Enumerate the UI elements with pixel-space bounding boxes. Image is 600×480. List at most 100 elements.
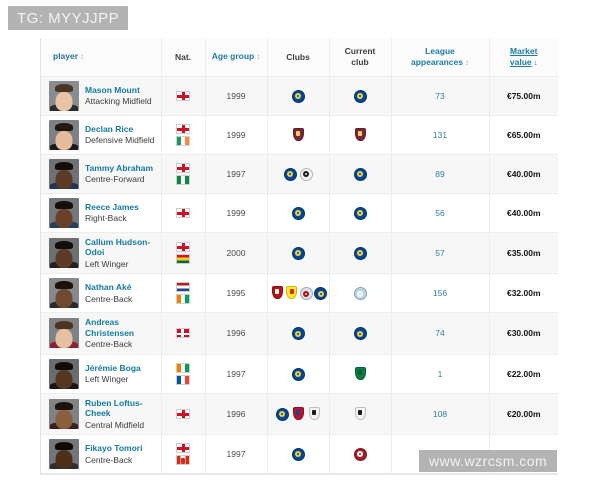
- club-crest-chelsea[interactable]: [353, 326, 367, 341]
- cell-current-club: [329, 232, 392, 275]
- cell-league-appearances[interactable]: 89: [391, 154, 490, 194]
- table-row[interactable]: Declan Rice Defensive Midfield 1999 131 €65.…: [41, 115, 558, 155]
- player-name-link[interactable]: Declan Rice: [85, 123, 134, 134]
- club-crest-swansea-city[interactable]: [299, 167, 313, 181]
- club-crest-ac-milan[interactable]: [353, 447, 367, 461]
- cell-nationality: [161, 154, 206, 194]
- club-crest-us-sassuolo[interactable]: [354, 366, 367, 381]
- player-table-container: player ↕ Nat. Age group ↕ Clubs Current cl…: [40, 38, 558, 475]
- club-crest-manchester-city[interactable]: [353, 286, 367, 301]
- cell-market-value: €65.00m: [489, 115, 558, 155]
- cell-nationality: [161, 273, 206, 314]
- table-row[interactable]: Callum Hudson-Odoi Left Winger 2000 57 €35.0…: [41, 232, 558, 275]
- cell-player: Reece James Right-Back: [41, 193, 162, 233]
- club-crest-fulham[interactable]: [308, 406, 321, 421]
- table-row[interactable]: Ruben Loftus-Cheek Central Midfield 1996 10…: [41, 393, 558, 435]
- flag-icon-england: [176, 162, 190, 173]
- cell-league-appearances[interactable]: 108: [391, 393, 490, 435]
- cell-league-appearances[interactable]: 156: [391, 273, 490, 314]
- sort-icon-market-value-desc[interactable]: ↓: [533, 57, 538, 67]
- club-crest-chelsea[interactable]: [291, 367, 305, 381]
- column-header-current-club-label: Current club: [344, 46, 376, 67]
- cell-league-appearances[interactable]: 74: [391, 312, 490, 355]
- club-crest-chelsea[interactable]: [353, 89, 367, 103]
- club-crest-chelsea[interactable]: [314, 286, 327, 301]
- table-row[interactable]: Reece James Right-Back 1999 56 €40.00m: [41, 193, 558, 233]
- flag-icon-france: [176, 374, 190, 385]
- player-name-link[interactable]: Nathan Aké: [85, 282, 132, 293]
- table-row[interactable]: Nathan Aké Centre-Back 1995 156 €32.00m: [41, 273, 558, 314]
- cell-clubs: [267, 154, 330, 194]
- club-crest-chelsea[interactable]: [353, 246, 367, 260]
- club-crest-chelsea[interactable]: [353, 206, 367, 220]
- player-avatar: [49, 237, 79, 268]
- cell-league-appearances[interactable]: 57: [391, 232, 490, 275]
- player-name-link[interactable]: Andreas Christensen: [85, 317, 135, 338]
- player-position: Right-Back: [85, 213, 127, 224]
- cell-age-group: 1996: [205, 312, 268, 355]
- flag-icon-nigeria: [176, 174, 190, 185]
- club-crest-west-ham-united[interactable]: [354, 127, 367, 142]
- column-header-market-value-label[interactable]: Market value: [509, 46, 538, 67]
- club-crest-chelsea[interactable]: [291, 326, 305, 341]
- club-crest-feyenoord[interactable]: [271, 286, 283, 300]
- club-crest-chelsea[interactable]: [291, 89, 305, 103]
- column-header-league-appearances[interactable]: League appearances ↕: [391, 38, 490, 77]
- player-position: Attacking Midfield: [85, 96, 152, 107]
- column-header-nat-label: Nat.: [174, 51, 192, 62]
- club-crest-afc-bournemouth[interactable]: [299, 286, 313, 301]
- club-crest-chelsea[interactable]: [353, 167, 367, 181]
- player-name-link[interactable]: Tammy Abraham: [85, 162, 154, 173]
- cell-market-value: €35.00m: [489, 232, 558, 275]
- cell-nationality: [161, 232, 206, 275]
- table-row[interactable]: Jérémie Boga Left Winger 1997 1 €22.00m: [41, 354, 558, 394]
- cell-player: Jérémie Boga Left Winger: [41, 354, 162, 394]
- club-crest-west-ham-united[interactable]: [292, 127, 305, 142]
- cell-league-appearances[interactable]: 73: [391, 76, 490, 116]
- player-name-link[interactable]: Ruben Loftus-Cheek: [85, 397, 143, 419]
- flag-icon-england: [176, 442, 190, 453]
- sort-icon-age-group[interactable]: ↕: [256, 52, 261, 62]
- table-row[interactable]: Mason Mount Attacking Midfield 1999 73 €75.0…: [41, 76, 558, 116]
- column-header-player[interactable]: player ↕: [41, 38, 162, 77]
- table-row[interactable]: Andreas Christensen Centre-Back 1996 74 €30.…: [41, 312, 558, 355]
- club-crest-chelsea[interactable]: [283, 167, 297, 181]
- column-header-league-appearances-label: League appearances: [411, 46, 463, 67]
- sort-icon-player[interactable]: ↕: [80, 52, 85, 62]
- flag-icon-england: [176, 207, 190, 218]
- club-crest-crystal-palace[interactable]: [292, 406, 305, 421]
- player-name-link[interactable]: Reece James: [85, 201, 139, 212]
- player-avatar: [49, 398, 79, 429]
- column-header-player-label: player: [53, 51, 79, 62]
- column-header-age-group-label: Age group: [211, 51, 255, 62]
- cell-league-appearances[interactable]: 56: [391, 193, 490, 233]
- cell-league-appearances[interactable]: 1: [391, 354, 490, 394]
- player-name-link[interactable]: Jérémie Boga: [85, 362, 141, 373]
- player-name-link[interactable]: Mason Mount: [85, 84, 140, 95]
- column-header-age-group[interactable]: Age group ↕: [205, 38, 268, 77]
- column-header-market-value[interactable]: Market value ↓: [489, 38, 558, 77]
- player-avatar: [49, 278, 79, 309]
- cell-current-club: [329, 193, 392, 233]
- table-row[interactable]: Tammy Abraham Centre-Forward 1997 89 €40.00m: [41, 154, 558, 194]
- player-name-link[interactable]: Fikayo Tomori: [85, 443, 143, 454]
- cell-league-appearances[interactable]: 131: [391, 115, 490, 155]
- cell-nationality: [161, 312, 206, 355]
- player-avatar: [49, 197, 79, 228]
- cell-clubs: [267, 193, 330, 233]
- player-name-link[interactable]: Callum Hudson-Odoi: [85, 236, 151, 258]
- cell-market-value: €22.00m: [489, 354, 558, 394]
- cell-current-club: [329, 312, 392, 355]
- club-crest-chelsea[interactable]: [291, 447, 305, 461]
- flag-icon-ivory-coast: [176, 362, 190, 373]
- table-header-row: player ↕ Nat. Age group ↕ Clubs Current cl…: [41, 38, 558, 77]
- club-crest-chelsea[interactable]: [275, 407, 289, 421]
- sort-icon-league-appearances[interactable]: ↕: [464, 57, 469, 67]
- club-crest-chelsea[interactable]: [291, 246, 305, 260]
- club-crest-fulham[interactable]: [354, 406, 367, 421]
- club-crest-watford[interactable]: [285, 286, 297, 300]
- cell-market-value: €32.00m: [489, 273, 558, 314]
- club-crest-chelsea[interactable]: [291, 206, 305, 220]
- player-avatar: [49, 358, 79, 389]
